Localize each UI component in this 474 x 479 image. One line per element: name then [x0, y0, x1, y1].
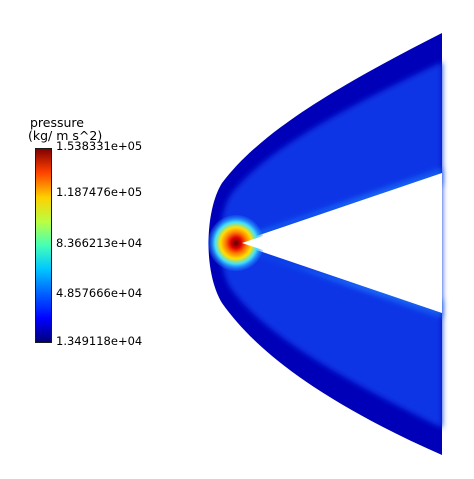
legend-title: pressure: [30, 115, 84, 130]
legend-tick-2: 1.187476e+05: [56, 185, 143, 199]
legend-tick-4: 4.857666e+04: [56, 286, 143, 300]
legend-unit: (kg/ m s^2): [28, 128, 103, 143]
legend-tick-max: 1.538331e+05: [56, 139, 143, 153]
stagnation-point: [208, 215, 264, 271]
legend-tick-3: 8.366213e+04: [56, 236, 143, 250]
wake-lower-region: [236, 246, 442, 318]
legend-tick-min: 1.349118e+04: [56, 334, 143, 348]
wedge-tip: [242, 176, 442, 310]
wake-upper-region: [236, 168, 442, 243]
color-scale-bar: [35, 148, 52, 343]
